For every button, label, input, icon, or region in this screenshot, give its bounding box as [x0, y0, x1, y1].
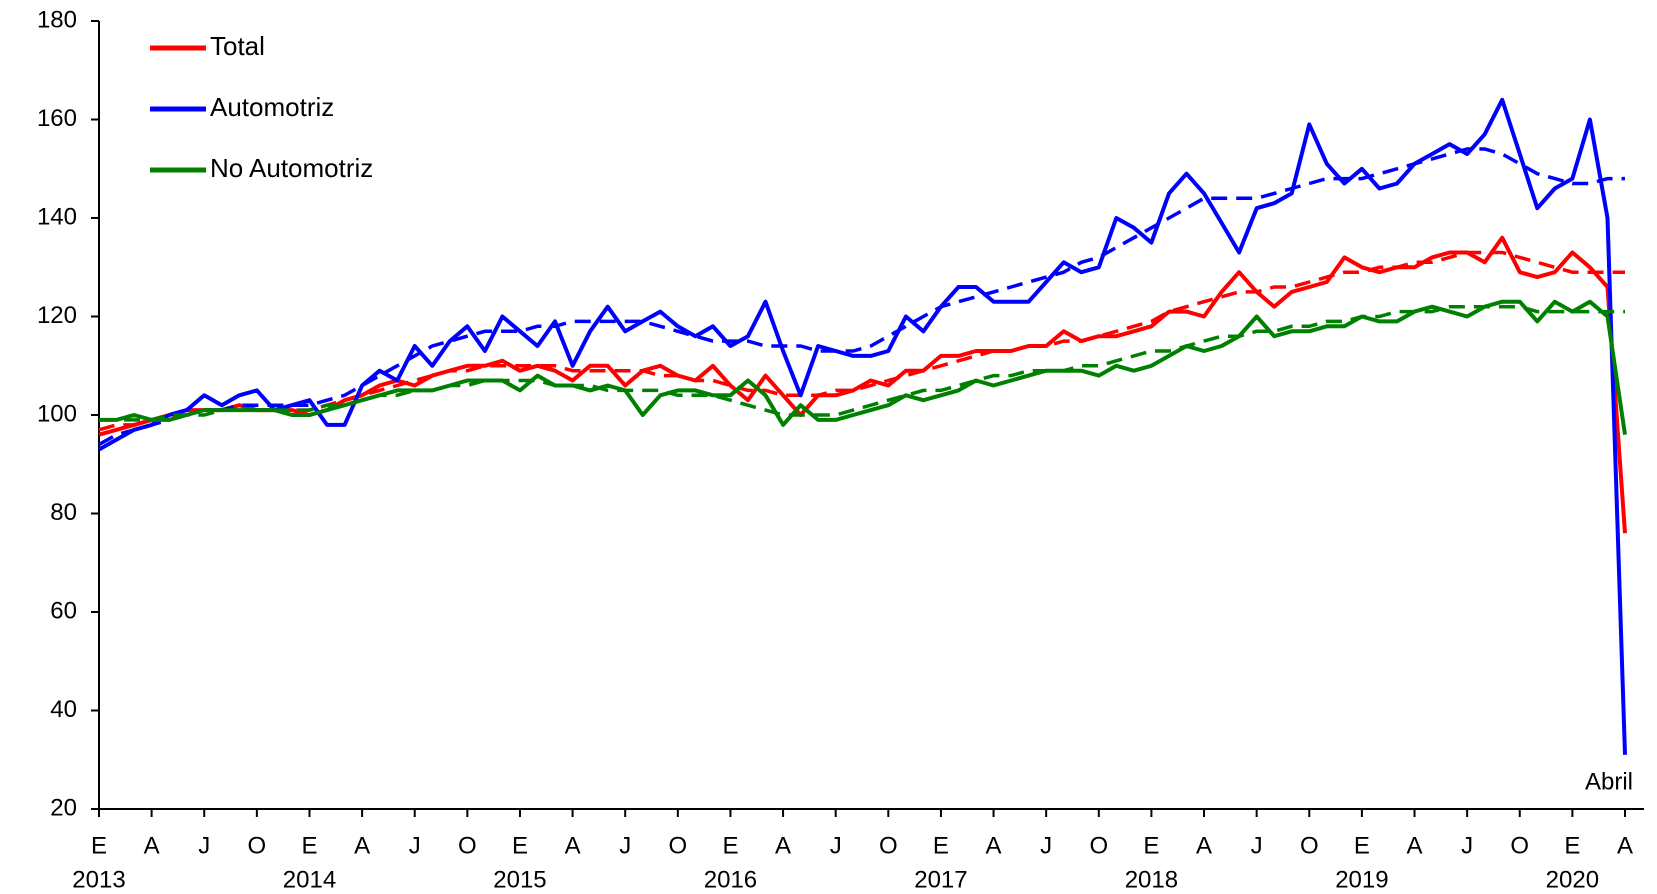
x-tick-label: J: [1251, 832, 1263, 859]
legend-label: Automotriz: [210, 92, 334, 122]
y-tick-label: 60: [50, 597, 77, 624]
y-tick-label: 80: [50, 499, 77, 526]
year-label: 2019: [1335, 866, 1388, 893]
x-tick-label: J: [830, 832, 842, 859]
x-tick-label: O: [668, 832, 687, 859]
x-tick-label: J: [619, 832, 631, 859]
x-tick-label: E: [91, 832, 107, 859]
year-label: 2014: [283, 866, 336, 893]
series-line: [98, 97, 1627, 755]
x-tick-label: O: [879, 832, 898, 859]
y-tick-label: 180: [37, 6, 77, 33]
y-tick-label: 160: [37, 105, 77, 132]
x-tick-label: J: [198, 832, 210, 859]
y-tick-label: 120: [37, 302, 77, 329]
year-label: 2016: [704, 866, 757, 893]
x-tick-label: O: [248, 832, 267, 859]
x-tick-label: O: [1300, 832, 1319, 859]
x-tick-label: A: [986, 832, 1002, 859]
x-tick-label: J: [1040, 832, 1052, 859]
x-tick-label: O: [458, 832, 477, 859]
x-tick-label: E: [722, 832, 738, 859]
y-tick-label: 140: [37, 203, 77, 230]
year-label: 2018: [1125, 866, 1178, 893]
series-line: [99, 299, 1627, 435]
y-tick-label: 40: [50, 696, 77, 723]
x-tick-label: E: [1143, 832, 1159, 859]
annotation: Abril: [1585, 768, 1633, 795]
x-tick-label: J: [1461, 832, 1473, 859]
year-label: 2015: [493, 866, 546, 893]
x-tick-label: A: [1617, 832, 1633, 859]
x-tick-label: A: [354, 832, 370, 859]
trend-line: [98, 250, 1625, 432]
year-label: 2020: [1546, 866, 1599, 893]
x-tick-label: E: [512, 832, 528, 859]
legend-label: No Automotriz: [210, 153, 373, 183]
x-tick-label: A: [775, 832, 791, 859]
year-label: 2013: [72, 866, 125, 893]
trend-line: [99, 304, 1625, 422]
x-tick-label: E: [1354, 832, 1370, 859]
x-tick-label: O: [1510, 832, 1529, 859]
legend-label: Total: [210, 31, 265, 61]
x-tick-label: E: [933, 832, 949, 859]
x-tick-label: E: [301, 832, 317, 859]
x-tick-label: A: [144, 832, 160, 859]
year-label: 2017: [914, 866, 967, 893]
trend-line: [98, 147, 1625, 447]
x-tick-label: J: [409, 832, 421, 859]
y-tick-label: 100: [37, 400, 77, 427]
series-line: [98, 235, 1627, 534]
y-tick-label: 20: [50, 794, 77, 821]
x-tick-label: A: [1407, 832, 1423, 859]
x-tick-label: E: [1564, 832, 1580, 859]
x-tick-label: A: [1196, 832, 1212, 859]
x-tick-label: O: [1089, 832, 1108, 859]
x-tick-label: A: [565, 832, 581, 859]
